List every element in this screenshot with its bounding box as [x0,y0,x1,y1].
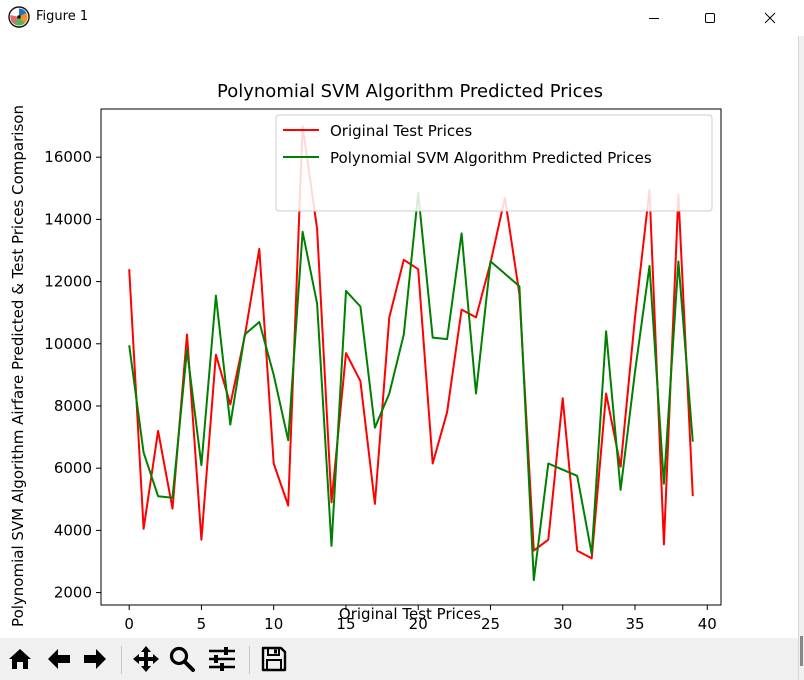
window-resize-edge[interactable] [798,36,804,680]
maximize-icon [705,13,715,23]
plot-frame [100,108,722,606]
y-tick-label: 6000 [54,459,92,477]
toolbar-separator [121,646,122,674]
x-axis-label: Original Test Prices [339,605,481,623]
close-button[interactable] [742,0,798,36]
y-tick-label: 2000 [54,584,92,602]
navigation-toolbar [0,638,798,680]
y-tick-label: 14000 [44,210,92,228]
legend-label-predicted: Polynomial SVM Algorithm Predicted Price… [330,149,652,167]
y-tick-label: 10000 [44,335,92,353]
y-tick-label: 4000 [54,521,92,539]
configure-subplots-button[interactable] [206,643,238,675]
minimize-icon [649,18,659,19]
arrow-left-icon [48,649,70,669]
legend: Original Test Prices Polynomial SVM Algo… [275,114,713,212]
x-tick-label: 35 [625,615,644,633]
pan-button[interactable] [130,643,162,675]
window-title: Figure 1 [36,9,89,24]
zoom-button[interactable] [166,643,198,675]
matplotlib-logo-icon [8,6,30,28]
home-button[interactable] [4,643,36,675]
forward-button[interactable] [79,643,111,675]
close-icon [764,12,776,24]
magnifier-icon [169,646,195,672]
floppy-disk-icon [261,646,287,672]
x-tick-label: 10 [264,615,283,633]
sliders-icon [209,647,235,671]
title-bar[interactable]: Figure 1 [0,0,804,36]
toolbar-separator [249,646,250,674]
x-tick-label: 30 [553,615,572,633]
figure-canvas[interactable]: Polynomial SVM Algorithm Predicted Price… [0,36,798,638]
back-button[interactable] [43,643,75,675]
legend-box [275,114,713,212]
x-tick-label: 15 [336,615,355,633]
y-axis-label: Polynomial SVM Algorithm Airfare Predict… [9,105,27,627]
y-tick-label: 16000 [44,148,92,166]
y-tick-label: 12000 [44,273,92,291]
save-button[interactable] [258,643,290,675]
x-tick-label: 0 [124,615,134,633]
legend-label-original: Original Test Prices [330,122,472,140]
x-tick-label: 20 [409,615,428,633]
x-tick-label: 40 [698,615,717,633]
chart-title: Polynomial SVM Algorithm Predicted Price… [217,81,603,102]
line-chart: Polynomial SVM Algorithm Predicted Price… [9,81,722,633]
series-line-svm-predicted-prices [128,192,694,582]
x-tick-label: 25 [481,615,500,633]
y-tick-label: 8000 [54,397,92,415]
move-arrows-icon [133,646,159,672]
x-tick-label: 5 [197,615,207,633]
minimize-button[interactable] [626,0,682,36]
home-icon [9,649,31,669]
arrow-right-icon [84,649,106,669]
maximize-button[interactable] [682,0,738,36]
